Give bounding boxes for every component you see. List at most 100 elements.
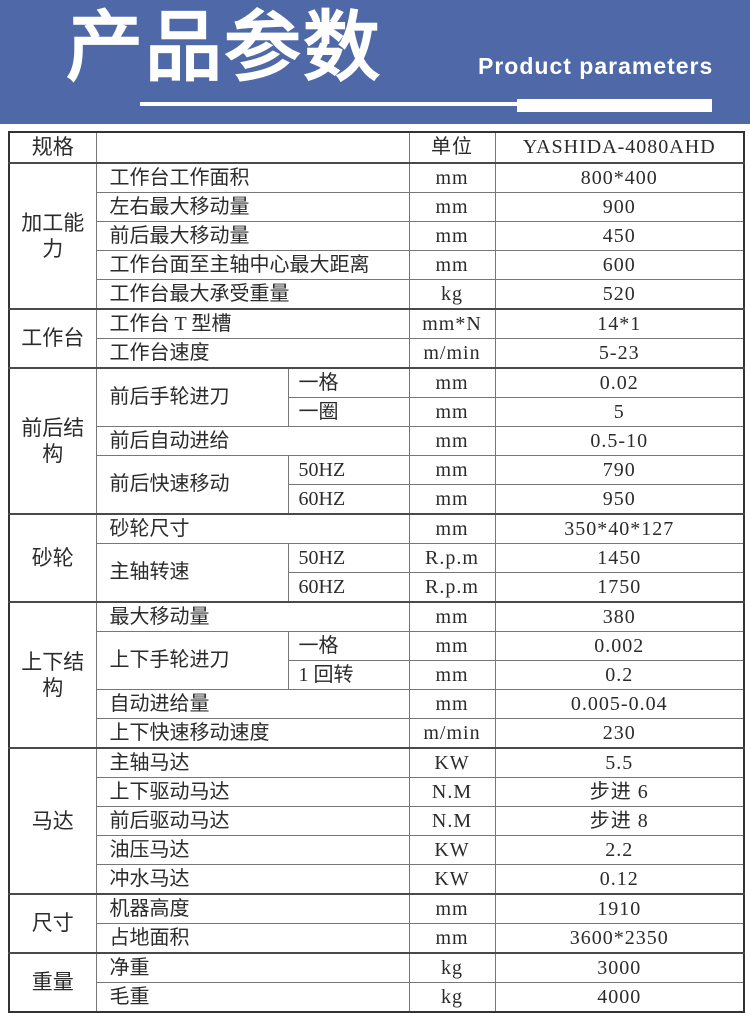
- unit-cell: mm: [408, 689, 496, 719]
- unit-cell: mm: [408, 660, 496, 690]
- item-cell: 工作台速度: [95, 338, 410, 369]
- item-cell: 工作台最大承受重量: [95, 279, 410, 310]
- item-cell: 前后驱动马达: [95, 806, 410, 836]
- item-cell: 机器高度: [95, 893, 410, 924]
- sub-item-cell: 50HZ: [287, 455, 410, 485]
- table-row: 前后驱动马达 N.M 步进 8: [9, 806, 745, 836]
- banner: 产品参数 Product parameters: [0, 0, 750, 124]
- table-row: 主轴转速 50HZ R.p.m 1450: [9, 543, 745, 603]
- value-cell: 800*400: [494, 162, 745, 193]
- sub-item-cell: 60HZ: [287, 572, 410, 603]
- table-row: 占地面积 mm 3600*2350: [9, 923, 745, 954]
- item-cell: 工作台 T 型槽: [95, 308, 410, 339]
- table-row: 工作台 工作台 T 型槽 mm*N 14*1: [8, 308, 745, 369]
- table-row: 工作台面至主轴中心最大距离 mm 600: [9, 250, 745, 280]
- item-cell: 占地面积: [95, 923, 410, 954]
- sub-item-cell: 1 回转: [287, 660, 410, 690]
- sub-item-cell: 一圈: [287, 397, 410, 427]
- unit-cell: mm: [408, 923, 496, 954]
- unit-cell: kg: [408, 279, 496, 310]
- value-cell: 5.5: [494, 747, 745, 778]
- page-subtitle: Product parameters: [478, 53, 714, 79]
- value-cell: 4000: [494, 982, 745, 1013]
- unit-cell: kg: [408, 982, 496, 1013]
- sub-item-cell: 50HZ: [287, 543, 410, 573]
- item-cell: 冲水马达: [95, 864, 410, 895]
- item-cell: 油压马达: [95, 835, 410, 865]
- category-cell: 尺寸: [8, 893, 97, 954]
- table-row: 前后自动进给 mm 0.5-10: [9, 426, 745, 456]
- table-row: 前后结构 前后手轮进刀 一格 mm 0.02: [8, 367, 745, 515]
- value-cell: 450: [494, 221, 745, 251]
- item-cell: 自动进给量: [95, 689, 410, 719]
- item-cell: 砂轮尺寸: [95, 513, 410, 544]
- item-cell: 最大移动量: [95, 601, 410, 632]
- value-cell: 2.2: [494, 835, 745, 865]
- unit-cell: N.M: [408, 777, 496, 807]
- banner-underline-thin: [140, 102, 517, 106]
- item-cell: 毛重: [95, 982, 410, 1013]
- item-cell: 工作台面至主轴中心最大距离: [95, 250, 410, 280]
- category-cell: 重量: [8, 952, 97, 1013]
- item-cell: 上下手轮进刀: [95, 631, 289, 690]
- unit-cell: mm: [408, 221, 496, 251]
- sub-item-cell: 一格: [287, 631, 410, 661]
- category-cell: 加工能力: [8, 162, 97, 310]
- table-row: 上下快速移动速度 m/min 230: [9, 718, 745, 749]
- value-cell: 3600*2350: [494, 923, 745, 954]
- table-row: 加工能力 工作台工作面积 mm 800*400: [8, 162, 745, 310]
- value-cell: 0.02: [494, 367, 745, 398]
- category-cell: 前后结构: [8, 367, 97, 515]
- item-cell: 上下驱动马达: [95, 777, 410, 807]
- table-row: 1 回转 mm 0.2: [9, 660, 745, 690]
- category-cell: 工作台: [8, 308, 97, 369]
- unit-cell: mm: [408, 631, 496, 661]
- unit-cell: KW: [408, 835, 496, 865]
- table-row: 60HZ R.p.m 1750: [9, 572, 745, 603]
- unit-cell: mm: [408, 192, 496, 222]
- header-item: [95, 131, 410, 164]
- value-cell: 0.12: [494, 864, 745, 895]
- table-row: 重量 净重 kg 3000: [8, 952, 745, 1013]
- table-row: 马达 主轴马达 KW 5.5: [8, 747, 745, 895]
- unit-cell: mm: [408, 367, 496, 398]
- unit-cell: mm: [408, 455, 496, 485]
- unit-cell: mm*N: [408, 308, 496, 339]
- unit-cell: m/min: [408, 338, 496, 369]
- item-cell: 前后快速移动: [95, 455, 289, 515]
- value-cell: 1750: [494, 572, 745, 603]
- unit-cell: mm: [408, 513, 496, 544]
- table-row: 砂轮 砂轮尺寸 mm 350*40*127: [8, 513, 745, 603]
- value-cell: 5: [494, 397, 745, 427]
- value-cell: 520: [494, 279, 745, 310]
- table-row: 左右最大移动量 mm 900: [9, 192, 745, 222]
- item-cell: 前后手轮进刀: [95, 367, 289, 427]
- value-cell: 790: [494, 455, 745, 485]
- table-header-row: 规格 单位 YASHIDA-4080AHD: [8, 131, 745, 164]
- value-cell: 3000: [494, 952, 745, 983]
- unit-cell: KW: [408, 747, 496, 778]
- sub-item-cell: 一格: [287, 367, 410, 398]
- unit-cell: mm: [408, 426, 496, 456]
- item-cell: 上下快速移动速度: [95, 718, 410, 749]
- item-cell: 前后最大移动量: [95, 221, 410, 251]
- unit-cell: kg: [408, 952, 496, 983]
- table-row: 上下结构 最大移动量 mm 380: [8, 601, 745, 749]
- value-cell: 230: [494, 718, 745, 749]
- item-cell: 净重: [95, 952, 410, 983]
- table-row: 工作台速度 m/min 5-23: [9, 338, 745, 369]
- value-cell: 0.005-0.04: [494, 689, 745, 719]
- table-row: 前后快速移动 50HZ mm 790: [9, 455, 745, 515]
- item-cell: 工作台工作面积: [95, 162, 410, 193]
- table-row: 工作台最大承受重量 kg 520: [9, 279, 745, 310]
- value-cell: 1450: [494, 543, 745, 573]
- category-cell: 上下结构: [8, 601, 97, 749]
- banner-underline-thick: [517, 99, 712, 112]
- unit-cell: m/min: [408, 718, 496, 749]
- header-model: YASHIDA-4080AHD: [494, 131, 745, 164]
- table-row: 上下手轮进刀 一格 mm 0.002: [9, 631, 745, 690]
- item-cell: 主轴转速: [95, 543, 289, 603]
- table-row: 尺寸 机器高度 mm 1910: [8, 893, 745, 954]
- unit-cell: mm: [408, 601, 496, 632]
